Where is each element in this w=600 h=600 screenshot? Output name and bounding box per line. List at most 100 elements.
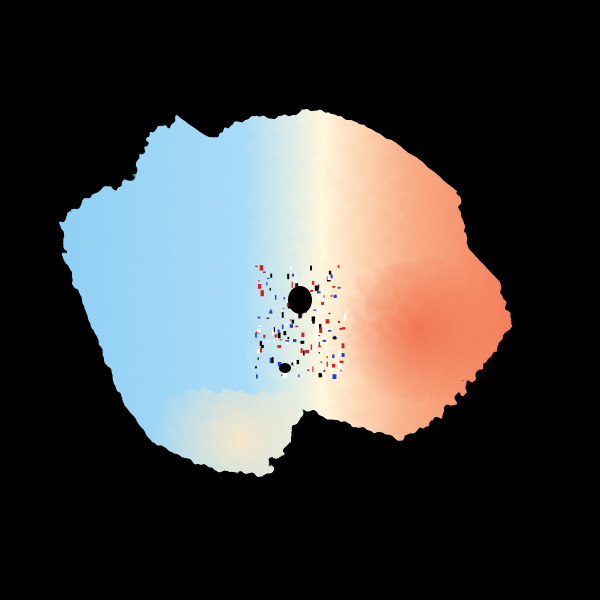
noise-pixel	[271, 357, 274, 364]
noise-pixel	[311, 345, 315, 350]
noise-pixel	[269, 357, 273, 364]
noise-pixel	[266, 317, 270, 319]
noise-pixel	[337, 362, 342, 368]
noise-pixel	[291, 319, 295, 324]
noise-pixel	[305, 349, 310, 354]
noise-pixel	[281, 374, 283, 376]
noise-pixel	[287, 336, 290, 340]
noise-pixel	[338, 350, 342, 354]
noise-pixel	[307, 369, 310, 371]
noise-pixel	[283, 373, 288, 378]
noise-pixel	[285, 340, 290, 342]
redshift-core	[330, 260, 510, 400]
noise-pixel	[269, 311, 273, 314]
noise-pixel	[298, 313, 302, 319]
noise-pixel	[310, 265, 312, 271]
masked-hole	[288, 286, 312, 314]
noise-pixel	[319, 370, 322, 374]
noise-pixel	[285, 341, 289, 345]
noise-pixel	[300, 348, 303, 354]
noise-pixel	[277, 332, 281, 339]
noise-pixel	[343, 317, 346, 322]
noise-pixel	[257, 348, 261, 354]
noise-pixel	[323, 295, 325, 298]
noise-pixel	[338, 353, 340, 358]
noise-pixel	[256, 374, 258, 379]
noise-pixel	[263, 334, 266, 339]
noise-pixel	[291, 362, 295, 366]
noise-pixel	[341, 343, 345, 349]
noise-pixel	[281, 312, 284, 318]
noise-pixel	[282, 307, 285, 309]
noise-pixel	[311, 348, 313, 354]
noise-pixel	[295, 283, 299, 287]
noise-pixel	[317, 296, 321, 300]
noise-pixel	[287, 273, 290, 280]
noise-pixel	[274, 294, 277, 300]
noise-pixel	[332, 336, 337, 340]
noise-pixel	[260, 290, 264, 297]
noise-pixel	[289, 319, 292, 321]
noise-pixel	[333, 355, 337, 360]
noise-pixel	[311, 316, 316, 322]
noise-pixel	[294, 279, 298, 281]
noise-pixel	[332, 354, 335, 359]
noise-pixel	[315, 334, 318, 341]
noise-pixel	[337, 286, 341, 289]
noise-pixel	[333, 294, 337, 298]
noise-pixel	[337, 265, 340, 269]
noise-pixel	[318, 351, 320, 354]
noise-pixel	[266, 340, 271, 342]
noise-pixel	[328, 270, 332, 275]
noise-pixel	[342, 327, 346, 330]
noise-pixel	[263, 271, 266, 274]
noise-pixel	[321, 368, 324, 374]
noise-pixel	[324, 369, 326, 372]
noise-pixel	[259, 347, 263, 353]
noise-pixel	[259, 265, 264, 271]
noise-pixel	[318, 307, 321, 314]
noise-pixel	[316, 335, 320, 342]
noise-pixel	[332, 285, 336, 288]
noise-pixel	[311, 280, 315, 285]
noise-pixel	[312, 366, 314, 372]
bottom-cream-region	[130, 390, 300, 476]
noise-pixel	[318, 372, 323, 378]
noise-pixel	[270, 273, 273, 278]
noise-pixel	[315, 325, 319, 331]
noise-pixel	[312, 320, 315, 324]
noise-pixel	[286, 302, 289, 308]
noise-pixel	[310, 334, 315, 337]
noise-pixel	[293, 339, 297, 343]
noise-pixel	[273, 339, 275, 343]
noise-pixel	[290, 266, 293, 270]
noise-pixel	[340, 370, 342, 372]
noise-pixel	[292, 273, 294, 277]
noise-pixel	[328, 312, 331, 315]
noise-pixel	[257, 283, 262, 289]
noise-pixel	[296, 359, 300, 365]
noise-pixel	[255, 332, 257, 338]
noise-pixel	[267, 277, 270, 280]
noise-pixel	[341, 353, 345, 357]
noise-pixel	[283, 296, 285, 300]
noise-pixel	[255, 366, 257, 369]
noise-pixel	[295, 325, 299, 328]
noise-pixel	[284, 323, 288, 326]
noise-pixel	[326, 356, 328, 359]
noise-pixel	[318, 345, 322, 348]
noise-pixel	[258, 325, 262, 327]
noise-pixel	[316, 291, 321, 294]
noise-pixel	[314, 285, 319, 291]
noise-pixel	[328, 330, 332, 332]
noise-pixel	[298, 374, 300, 378]
noise-pixel	[279, 339, 283, 341]
noise-pixel	[269, 287, 271, 291]
noise-pixel	[313, 309, 317, 311]
noise-pixel	[281, 324, 284, 330]
noise-pixel	[289, 324, 293, 328]
noise-pixel	[293, 360, 297, 365]
noise-pixel	[301, 332, 305, 337]
center-noise	[255, 265, 347, 380]
